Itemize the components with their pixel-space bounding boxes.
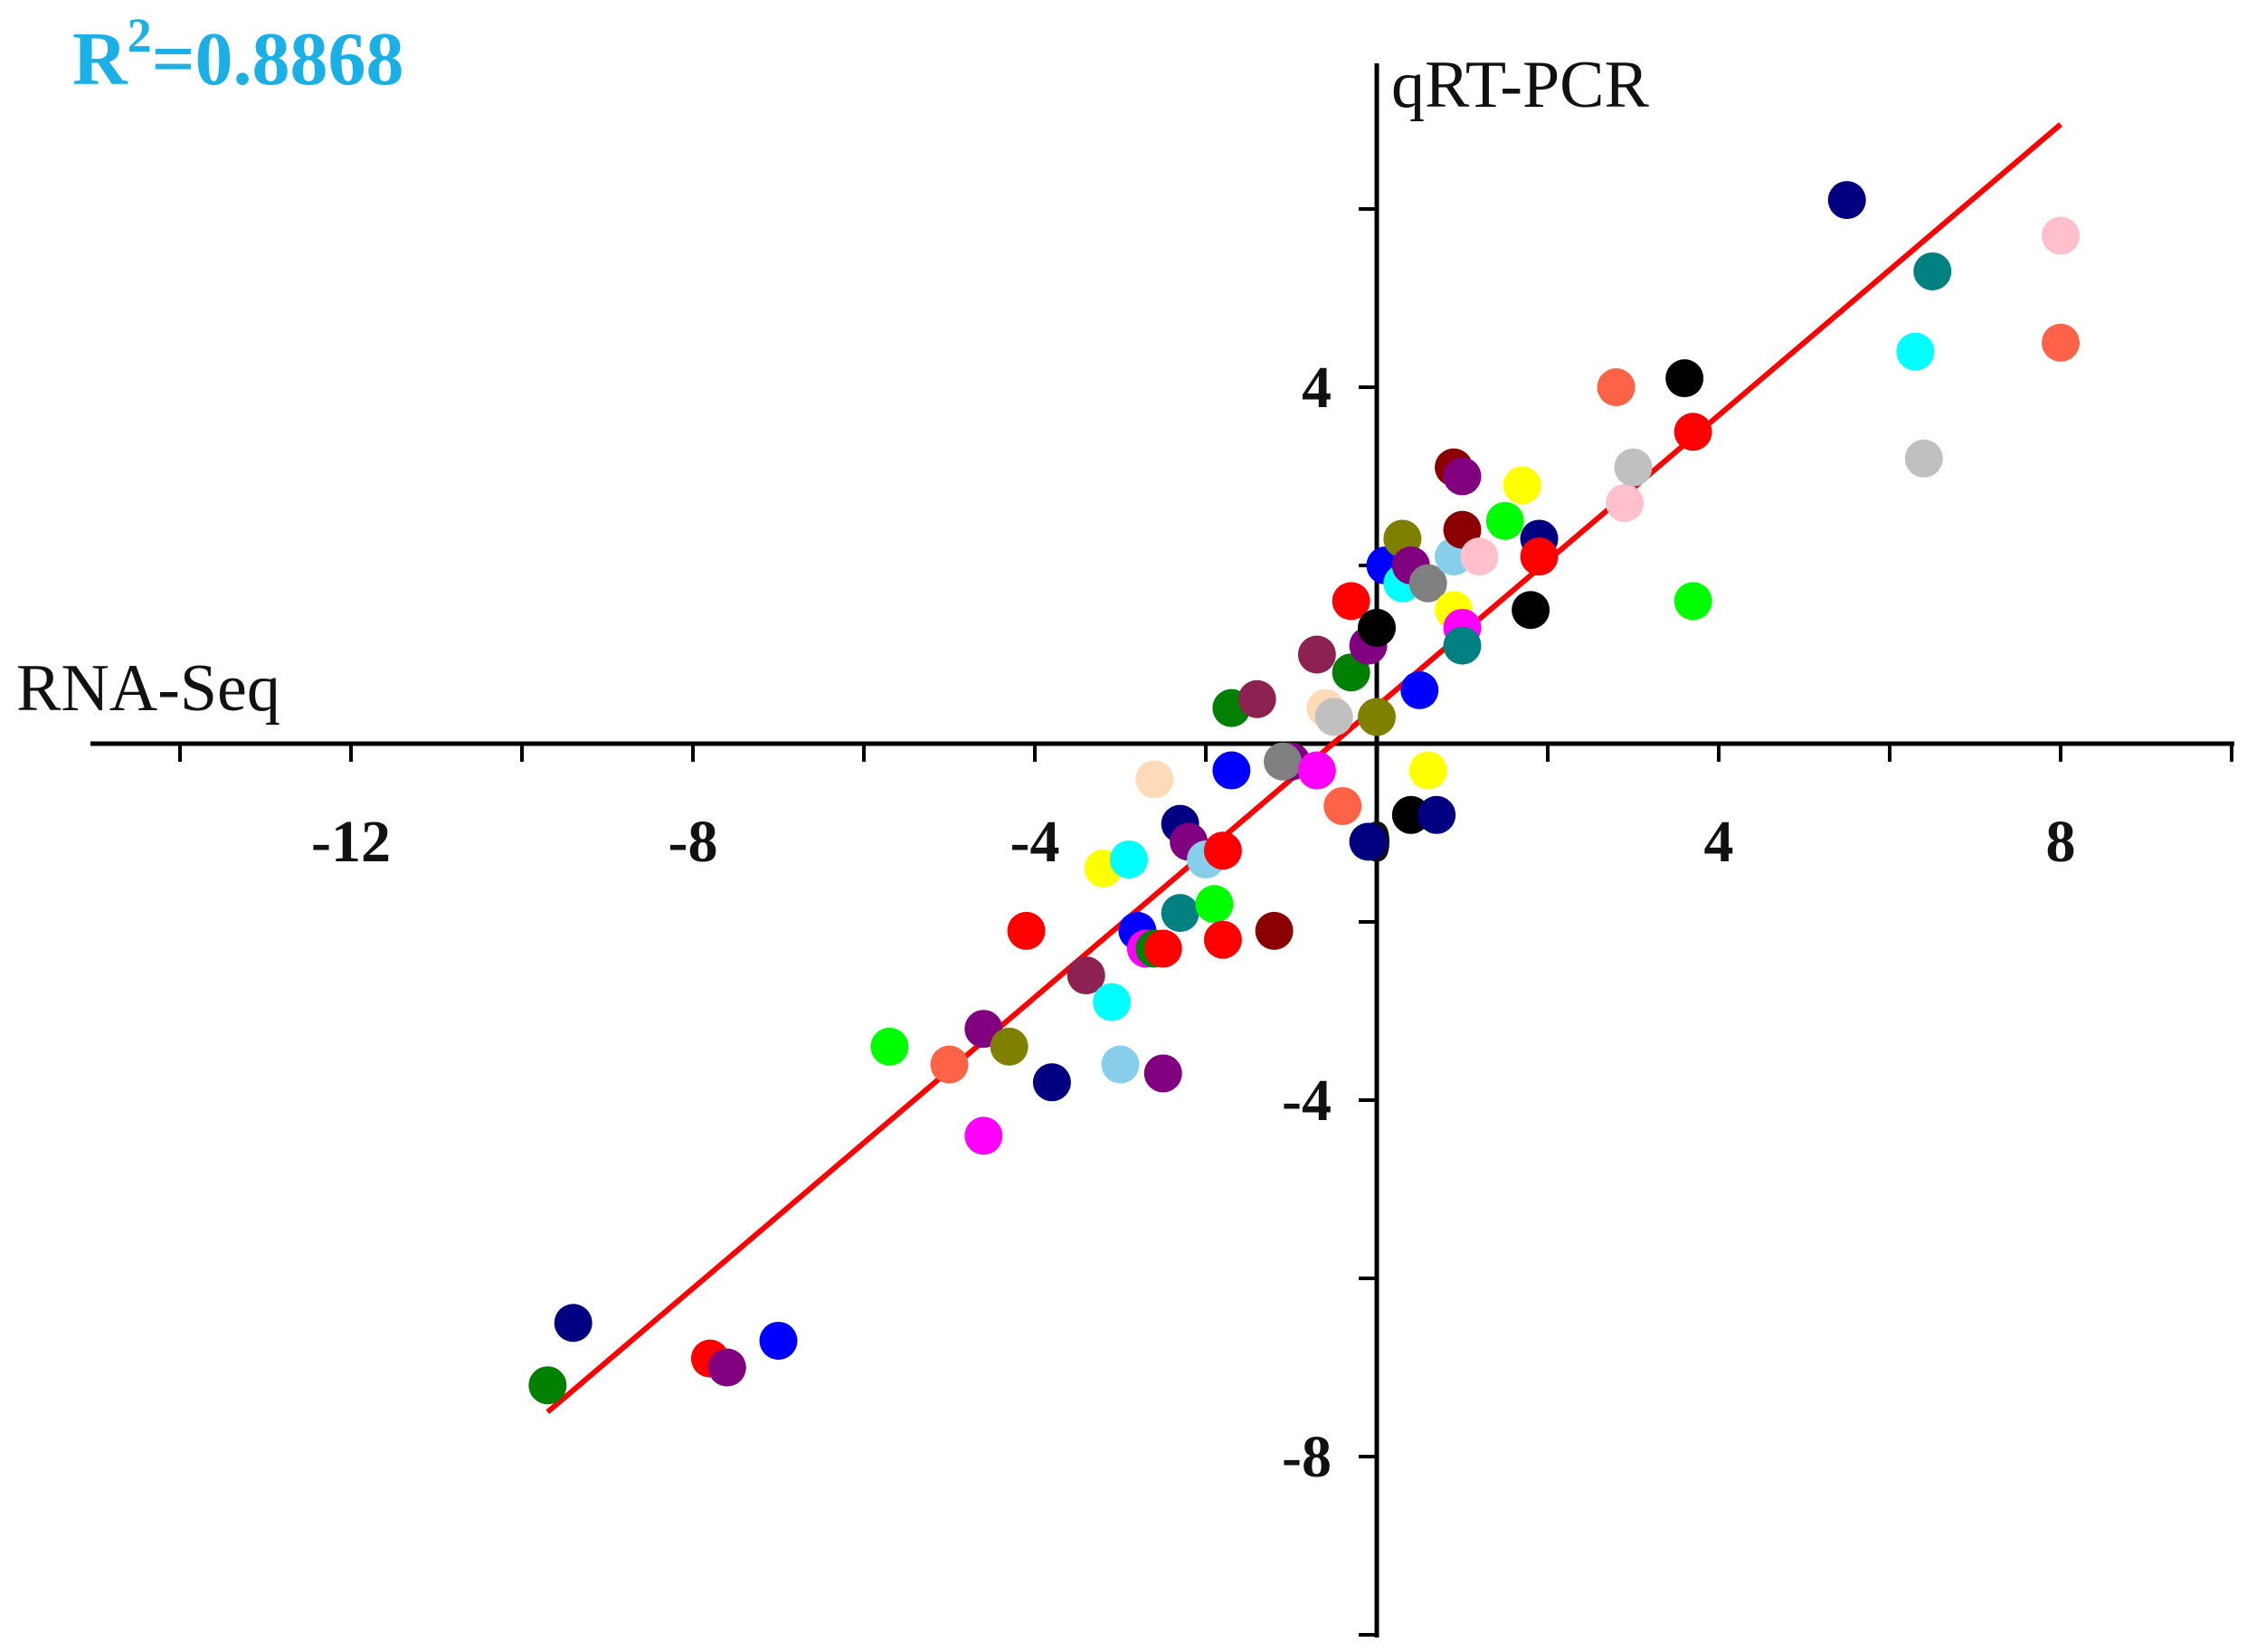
data-point (1314, 698, 1353, 736)
x-axis-title: RNA-Seq (16, 651, 280, 726)
data-point (707, 1348, 746, 1387)
x-tick-label: -8 (668, 809, 718, 875)
data-point (1237, 679, 1276, 718)
r-squared-annotation: R2=0.8868 (72, 8, 404, 101)
data-point (1913, 252, 1952, 290)
data-points (528, 181, 2080, 1405)
data-point (1417, 795, 1456, 834)
data-point (1673, 413, 1712, 451)
data-point (1597, 368, 1635, 406)
data-point (1212, 751, 1251, 790)
axes: -12-8-4048-8-44 (90, 63, 2234, 1638)
data-point (1332, 582, 1370, 621)
data-point (1520, 537, 1559, 576)
data-point (2042, 323, 2080, 362)
data-point (1203, 831, 1242, 870)
data-point (1827, 181, 1866, 220)
data-point (1143, 1054, 1182, 1093)
r2-superscript: 2 (128, 8, 152, 62)
x-tick-label: -12 (311, 809, 391, 875)
data-point (1109, 840, 1148, 879)
data-point (1400, 670, 1439, 709)
x-tick-label: 4 (1704, 809, 1734, 875)
y-tick-label: 4 (1302, 355, 1332, 421)
data-point (1443, 626, 1482, 665)
r2-value: =0.8868 (152, 17, 404, 101)
data-point (1358, 608, 1396, 647)
data-point (1673, 582, 1712, 621)
data-point (1665, 359, 1704, 398)
data-point (554, 1304, 593, 1343)
data-point (1896, 332, 1935, 371)
data-point (1101, 1045, 1140, 1084)
x-tick-label: 8 (2046, 809, 2076, 875)
data-point (1143, 929, 1182, 968)
data-point (1255, 911, 1294, 950)
data-point (1195, 885, 1234, 924)
data-point (1408, 751, 1447, 790)
data-point (1067, 956, 1105, 995)
data-point (1007, 911, 1046, 950)
y-tick-label: -8 (1282, 1424, 1332, 1490)
data-point (1323, 786, 1362, 825)
data-point (1443, 457, 1482, 496)
data-point (1606, 484, 1645, 523)
data-point (1297, 751, 1336, 790)
data-point (1358, 698, 1396, 736)
y-tick-label: -4 (1282, 1068, 1332, 1134)
data-point (1349, 822, 1388, 861)
data-point (759, 1321, 798, 1360)
data-point (964, 1116, 1003, 1155)
data-point (1904, 439, 1943, 478)
data-point (1093, 983, 1132, 1021)
data-point (1503, 466, 1541, 505)
data-point (1135, 760, 1174, 799)
data-point (2042, 216, 2080, 255)
data-point (1512, 591, 1550, 630)
data-point (1408, 564, 1447, 603)
data-point (1485, 501, 1524, 540)
data-point (1032, 1063, 1071, 1102)
data-point (1264, 742, 1303, 781)
data-point (1614, 448, 1653, 487)
r2-base: R (72, 17, 128, 101)
y-axis-title: qRT-PCR (1391, 48, 1649, 122)
data-point (1203, 920, 1242, 959)
data-point (1297, 635, 1336, 674)
data-point (1161, 894, 1199, 933)
data-point (1460, 537, 1499, 576)
x-tick-label: -4 (1010, 809, 1060, 875)
data-point (990, 1027, 1029, 1066)
data-point (930, 1045, 969, 1084)
data-point (870, 1027, 909, 1066)
data-point (528, 1366, 567, 1405)
